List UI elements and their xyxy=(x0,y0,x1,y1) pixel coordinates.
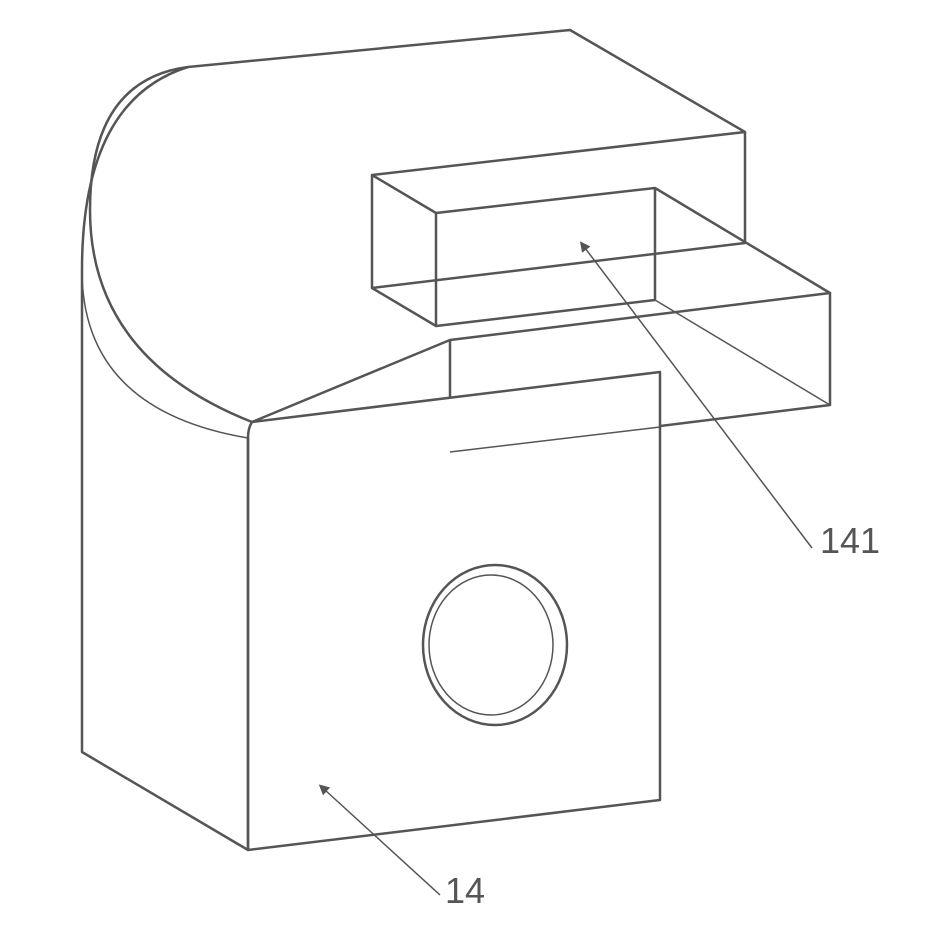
diagram-container: 141 14 xyxy=(0,0,926,949)
label-141: 141 xyxy=(820,520,880,562)
label-14: 14 xyxy=(445,870,485,912)
part-drawing xyxy=(0,0,926,949)
